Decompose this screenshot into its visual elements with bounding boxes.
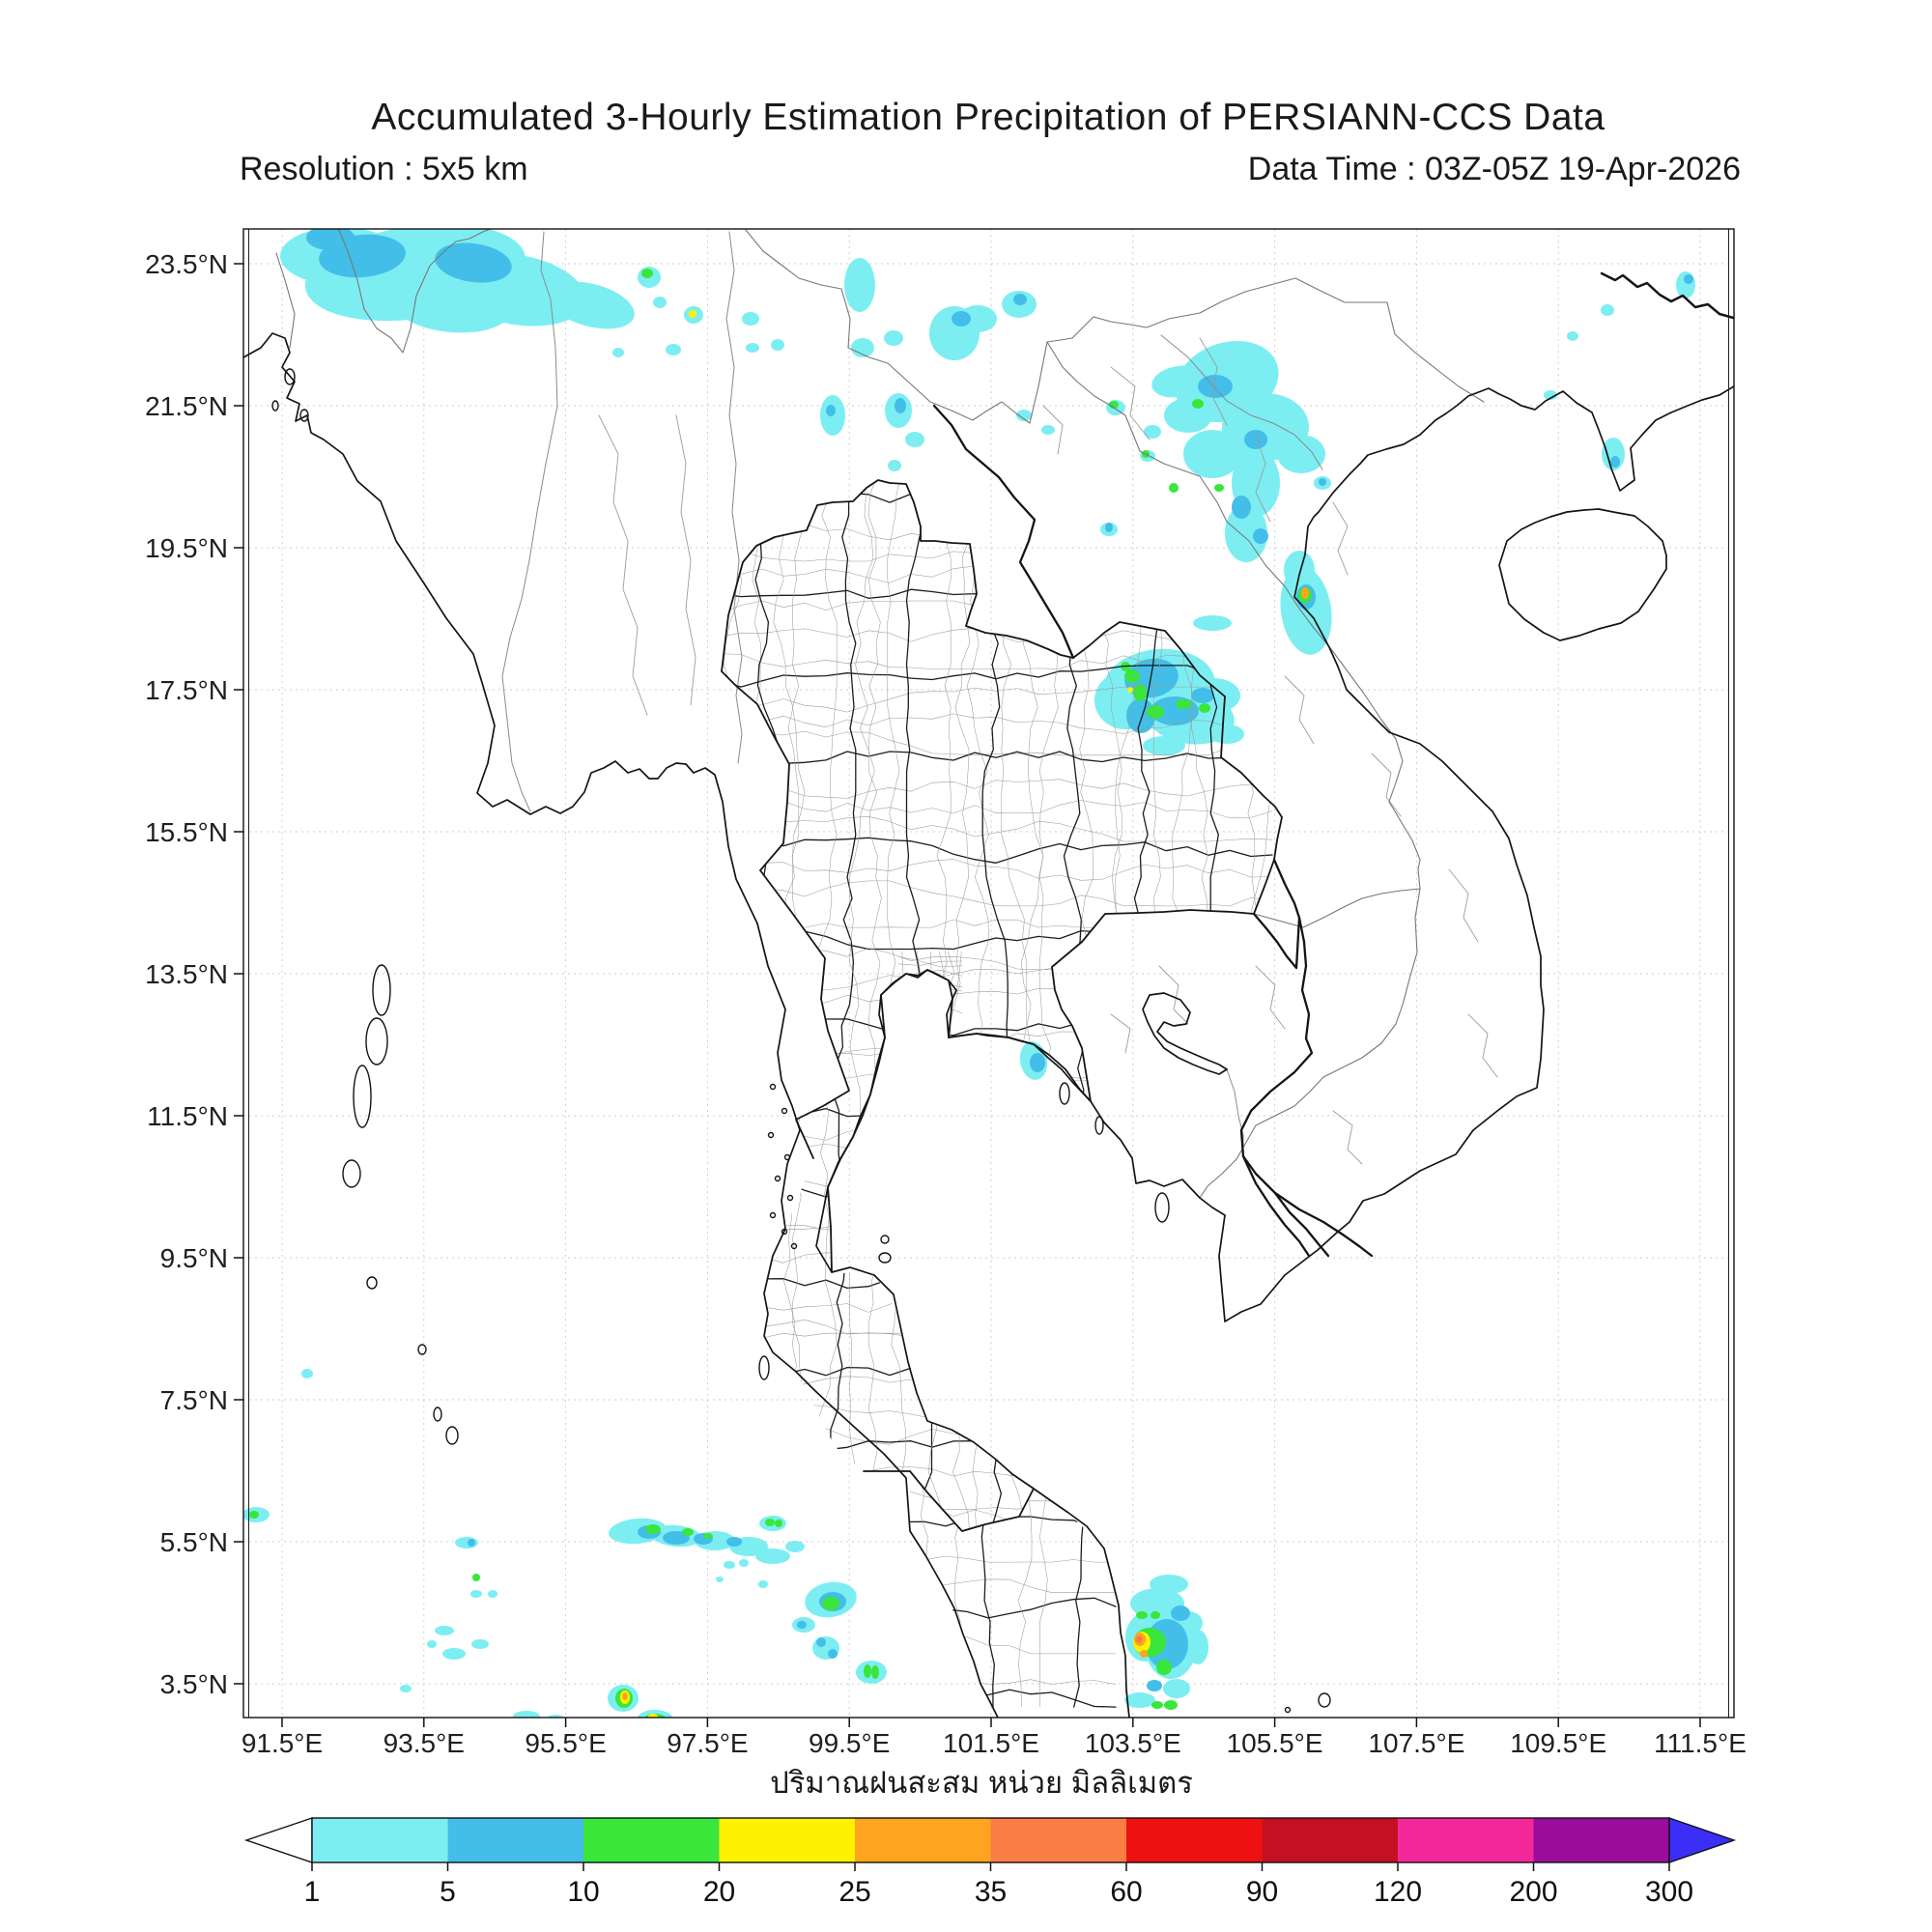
x-tick-label: 95.5°E xyxy=(525,1728,606,1758)
x-tick-label: 97.5°E xyxy=(667,1728,748,1758)
y-tick-label: 13.5°N xyxy=(145,959,228,989)
colorbar-tick-label: 20 xyxy=(703,1876,735,1908)
y-tick-label: 15.5°N xyxy=(145,817,228,847)
colorbar-segment xyxy=(719,1818,856,1862)
colorbar-under-arrow xyxy=(243,1817,313,1863)
colorbar-segment xyxy=(583,1818,721,1862)
graticule-grid xyxy=(243,229,1734,1718)
y-tick-label: 21.5°N xyxy=(145,391,228,421)
colorbar: 1 5 10 20 25 35 60 90 120 200 300 xyxy=(243,1817,1737,1908)
country-borders xyxy=(275,229,1485,1199)
colorbar-segment xyxy=(1533,1818,1670,1862)
colorbar-segment xyxy=(1262,1818,1399,1862)
colorbar-segment xyxy=(1126,1818,1264,1862)
y-tick-label: 11.5°N xyxy=(147,1101,228,1131)
precip-level-5-10mm xyxy=(306,229,1693,1691)
x-axis-unit-label-thai: ปริมาณฝนสะสม หน่วย มิลลิเมตร xyxy=(770,1766,1193,1800)
x-tick-label: 107.5°E xyxy=(1368,1728,1464,1758)
precip-level-35-60mm xyxy=(1136,1635,1142,1643)
colorbar-segment xyxy=(990,1818,1127,1862)
y-tick-label: 7.5°N xyxy=(160,1385,228,1415)
x-tick-label: 105.5°E xyxy=(1227,1728,1323,1758)
mekong-river xyxy=(932,404,1374,1258)
coastline xyxy=(243,332,1734,1718)
x-tick-label: 101.5°E xyxy=(943,1728,1039,1758)
colorbar-tick-label: 60 xyxy=(1110,1876,1142,1908)
xi-river xyxy=(1600,271,1734,320)
colorbar-tick-label: 25 xyxy=(838,1876,870,1908)
precip-level-25-35mm xyxy=(622,587,1309,1700)
page-title: Accumulated 3-Hourly Estimation Precipit… xyxy=(371,97,1605,138)
indochina-province-borders xyxy=(598,337,1498,1165)
precip-level-1-5mm xyxy=(243,229,1695,1718)
river-lines xyxy=(501,231,1323,1157)
y-tick-label: 19.5°N xyxy=(145,533,228,563)
precipitation-cells xyxy=(243,229,1695,1718)
precip-level-20-25mm xyxy=(620,310,1151,1718)
colorbar-tick-label: 10 xyxy=(567,1876,599,1908)
colorbar-segment xyxy=(312,1818,449,1862)
y-tick-label: 23.5°N xyxy=(145,249,228,279)
x-tick-label: 91.5°E xyxy=(242,1728,323,1758)
colorbar-over-arrow xyxy=(1668,1817,1737,1863)
colorbar-segment xyxy=(447,1818,584,1862)
y-tick-label: 9.5°N xyxy=(160,1243,228,1273)
x-tick-label: 99.5°E xyxy=(809,1728,890,1758)
x-tick-label: 109.5°E xyxy=(1510,1728,1606,1758)
colorbar-segment xyxy=(1398,1818,1535,1862)
colorbar-tick-label: 300 xyxy=(1645,1876,1693,1908)
colorbar-tick-label: 5 xyxy=(440,1876,456,1908)
y-tick-label: 5.5°N xyxy=(160,1527,228,1557)
y-tick-label: 17.5°N xyxy=(145,675,228,705)
malaysia-district-mesh xyxy=(910,1472,1129,1710)
colorbar-segment xyxy=(855,1818,992,1862)
colorbar-tick-label: 90 xyxy=(1246,1876,1278,1908)
colorbar-tick-label: 35 xyxy=(975,1876,1007,1908)
plot-frame xyxy=(242,228,1735,1719)
y-tick-label: 3.5°N xyxy=(160,1669,228,1699)
colorbar-tick-label: 120 xyxy=(1374,1876,1422,1908)
map-domain-boundary xyxy=(248,229,1729,1718)
x-tick-label: 111.5°E xyxy=(1654,1728,1747,1758)
x-tick-label: 103.5°E xyxy=(1085,1728,1181,1758)
data-time-label: Data Time : 03Z-05Z 19-Apr-2026 xyxy=(1247,151,1741,187)
colorbar-tick-label: 200 xyxy=(1509,1876,1557,1908)
resolution-label: Resolution : 5x5 km xyxy=(240,151,528,187)
islands xyxy=(271,368,1331,1714)
thailand-province-outline xyxy=(721,479,1283,1532)
colorbar-tick-label: 1 xyxy=(304,1876,321,1908)
x-tick-label: 93.5°E xyxy=(384,1728,465,1758)
axes: 91.5°E 93.5°E 95.5°E 97.5°E 99.5°E 101.5°E 103… xyxy=(145,249,1747,1758)
